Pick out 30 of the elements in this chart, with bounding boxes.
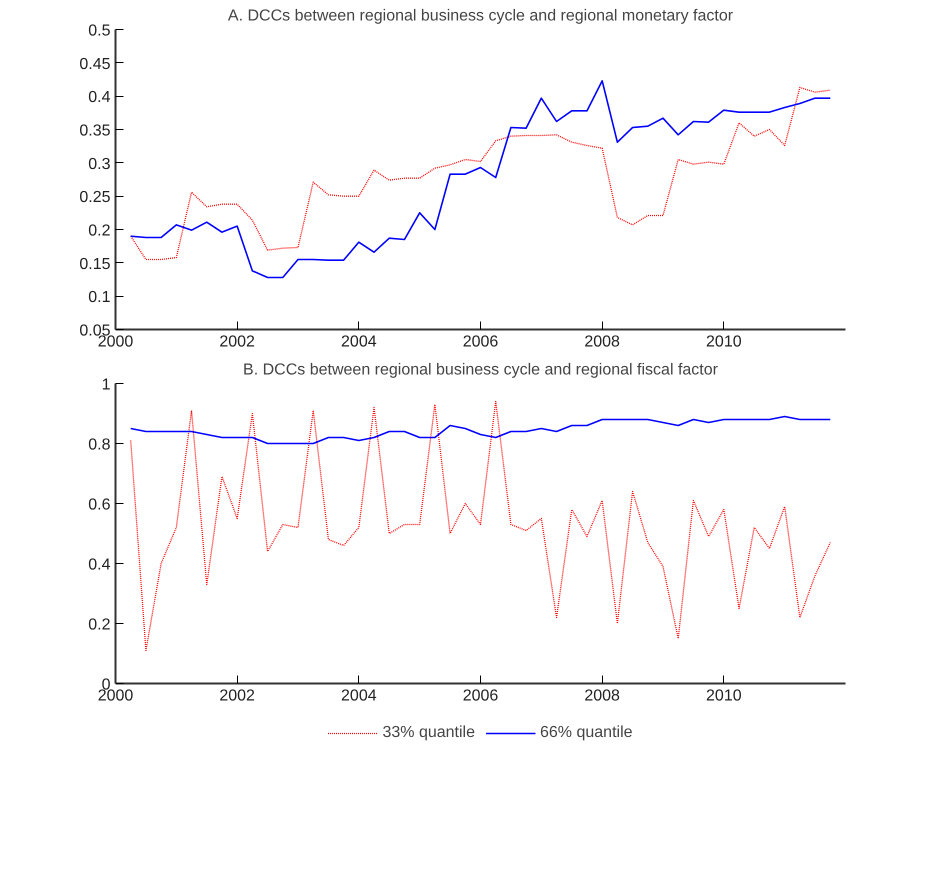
x-tick-label: 2004: [341, 334, 377, 350]
x-tick-label: 2006: [462, 688, 498, 704]
y-tick-label: 0.1: [88, 289, 111, 306]
x-tick-label: 2002: [219, 334, 256, 350]
x-tick-label: 2004: [341, 688, 377, 704]
y-tick-label: 0.4: [88, 556, 111, 574]
x-tick-label: 2010: [706, 688, 742, 704]
legend-label: 33% quantile: [382, 724, 475, 742]
x-tick-label: 2006: [462, 334, 498, 350]
y-tick-label: 0.3: [88, 156, 111, 173]
chart-title: A. DCCs between regional business cycle and regional monetary factor: [228, 8, 734, 24]
chart-title: B. DCCs between regional business cycle and regional fiscal factor: [243, 362, 719, 378]
y-tick-label: 0.8: [88, 436, 111, 454]
y-tick-label: 0.6: [88, 496, 111, 514]
y-tick-label: 0.4: [88, 89, 111, 106]
line-series: [130, 416, 832, 444]
x-tick-label: 2010: [706, 334, 742, 350]
line-series: [130, 400, 831, 652]
y-tick-label: 0.2: [88, 222, 111, 240]
y-tick-label: 0.5: [88, 22, 111, 40]
y-tick-label: 0.45: [79, 56, 111, 73]
x-tick-label: 2008: [584, 334, 620, 350]
x-tick-label: 2002: [219, 688, 256, 704]
legend-label: 66% quantile: [540, 724, 633, 742]
y-tick-label: 0.25: [79, 189, 111, 206]
y-tick-label: 0.2: [88, 616, 111, 634]
y-tick-label: 0.35: [79, 122, 111, 140]
y-tick-label: 0.15: [79, 256, 111, 273]
x-tick-label: 2008: [584, 688, 620, 704]
y-tick-label: 1: [102, 376, 111, 394]
